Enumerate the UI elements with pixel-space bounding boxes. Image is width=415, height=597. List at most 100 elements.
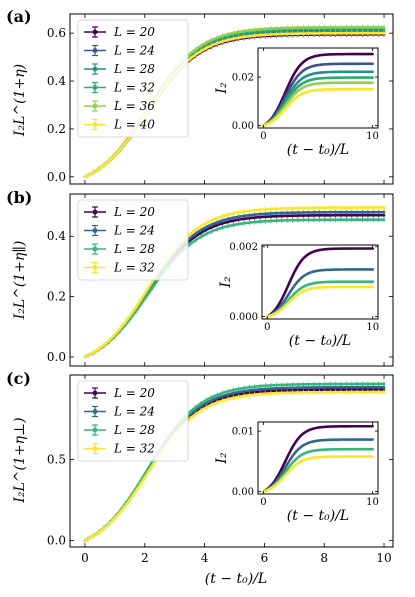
main-y-tick-label: 0.0 <box>47 170 66 184</box>
series-line <box>83 218 386 359</box>
legend-label: L = 32 <box>113 442 155 456</box>
legend-entry: L = 28 <box>84 423 155 437</box>
panel-label: (c) <box>6 369 31 388</box>
legend-entry: L = 32 <box>84 261 155 275</box>
inset-frame <box>257 47 379 129</box>
legend-label: L = 28 <box>113 242 155 256</box>
main-y-tick-label: 0.2 <box>47 122 66 136</box>
series-group <box>83 205 386 359</box>
inset-y-axis-label: I₂ <box>218 276 234 289</box>
legend-marker <box>92 390 98 396</box>
y-axis-label: I₂L^(1+η) <box>12 64 28 137</box>
inset-x-axis-label: (t − t₀)/L <box>289 333 351 349</box>
legend-label: L = 36 <box>113 99 155 113</box>
legend-marker <box>92 265 98 270</box>
legend-label: L = 24 <box>113 44 155 58</box>
panel-c: 0 2 4 6 8 10 0.0 0.5 (c) I₂L^(1+η⊥) L = 20 L = 24 L … <box>6 369 394 565</box>
x-axis-label: (t − t₀)/L <box>205 571 267 587</box>
legend-label: L = 20 <box>113 25 155 39</box>
main-y-tick-label: 0.0 <box>47 534 66 548</box>
main-x-tick-label: 8 <box>320 551 328 565</box>
inset-series-line <box>262 455 374 493</box>
legend-label: L = 20 <box>113 386 155 400</box>
main-y-tick-label: 0.5 <box>47 452 66 466</box>
legend-entry: L = 36 <box>84 99 155 113</box>
inset-y-tick-label: 0.01 <box>232 427 254 438</box>
main-x-tick-label: 4 <box>201 551 209 565</box>
legend-marker <box>92 29 98 35</box>
inset: 0 10 0.00 0.01 I₂ (t − t₀)/L <box>214 421 379 524</box>
inset-series-line <box>262 438 374 493</box>
main-x-tick-label: 6 <box>261 551 269 565</box>
inset-y-tick-label: 0.00 <box>232 487 254 498</box>
main-y-tick-label: 0.4 <box>47 74 66 88</box>
panel-label: (b) <box>6 188 32 207</box>
main-x-tick-label: 10 <box>376 551 391 565</box>
series-line <box>83 390 386 542</box>
main-x-tick-label: 0 <box>81 551 89 565</box>
legend-label: L = 40 <box>113 118 155 132</box>
legend-label: L = 32 <box>113 261 155 275</box>
series-line <box>83 382 386 542</box>
legend-label: L = 28 <box>113 423 155 437</box>
y-axis-label: I₂L^(1+η∥) <box>12 241 28 321</box>
panels: 0.0 0.2 0.4 0.6 (a) I₂L^(1+η) L = 20 L = 24 L = … <box>6 7 394 565</box>
inset-series-line <box>262 447 374 493</box>
main-y-tick-label: 0.0 <box>47 350 66 364</box>
inset-series-line <box>262 81 374 127</box>
inset-series-line <box>265 268 375 318</box>
inset-x-tick-label: 0 <box>260 131 266 142</box>
plot-frame <box>69 13 394 185</box>
legend-box <box>77 380 189 462</box>
main-x-tick-label: 2 <box>141 551 149 565</box>
legend-label: L = 24 <box>113 405 155 419</box>
legend-marker <box>92 446 98 451</box>
inset-series-line <box>262 424 374 493</box>
inset-y-tick-label: 0.002 <box>229 242 258 253</box>
legend-entry: L = 28 <box>84 62 155 76</box>
legend-entry: L = 28 <box>84 242 155 256</box>
inset-y-tick-label: 0.00 <box>232 121 254 132</box>
inset-frame <box>257 421 379 495</box>
inset-x-tick-label: 10 <box>366 322 379 333</box>
inset-x-axis-label: (t − t₀)/L <box>287 508 349 524</box>
inset-x-tick-label: 0 <box>260 497 266 508</box>
series-line <box>83 206 386 359</box>
inset-x-tick-label: 10 <box>366 131 379 142</box>
inset-series-line <box>265 247 375 318</box>
inset-x-tick-label: 0 <box>264 322 270 333</box>
legend-marker <box>92 122 98 127</box>
legend-box <box>77 19 189 138</box>
panel-a: 0.0 0.2 0.4 0.6 (a) I₂L^(1+η) L = 20 L = 24 L = … <box>6 7 394 185</box>
main-y-tick-label: 0.2 <box>47 290 66 304</box>
legend-marker <box>92 246 98 252</box>
plot-frame <box>69 193 394 367</box>
legend-label: L = 32 <box>113 81 155 95</box>
legend-box <box>77 199 189 281</box>
main-y-tick-label: 0.4 <box>47 229 66 243</box>
panel-b: 0.0 0.2 0.4 (b) I₂L^(1+η∥) L = 20 L = 24 L = 28… <box>6 188 394 367</box>
inset-y-axis-label: I₂ <box>214 82 230 95</box>
inset-x-tick-label: 10 <box>366 497 379 508</box>
legend-marker <box>92 66 98 72</box>
legend-marker <box>92 409 98 414</box>
legend-entry: L = 24 <box>84 224 155 238</box>
legend-entry: L = 20 <box>84 386 155 400</box>
y-axis-label: I₂L^(1+η⊥) <box>12 417 28 503</box>
series-group <box>83 381 386 542</box>
legend-label: L = 20 <box>113 205 155 219</box>
legend-marker <box>92 228 98 233</box>
inset-frame <box>261 244 379 320</box>
legend-marker <box>92 427 98 433</box>
legend-label: L = 24 <box>113 224 155 238</box>
legend-label: L = 28 <box>113 62 155 76</box>
legend-entry: L = 32 <box>84 81 155 95</box>
inset-y-tick-label: 0.000 <box>229 312 258 323</box>
main-y-tick-label: 0.6 <box>47 26 66 40</box>
inset-series-line <box>262 87 374 127</box>
legend-entry: L = 40 <box>84 118 155 132</box>
legend-marker <box>92 103 98 109</box>
legend-marker <box>92 85 98 90</box>
